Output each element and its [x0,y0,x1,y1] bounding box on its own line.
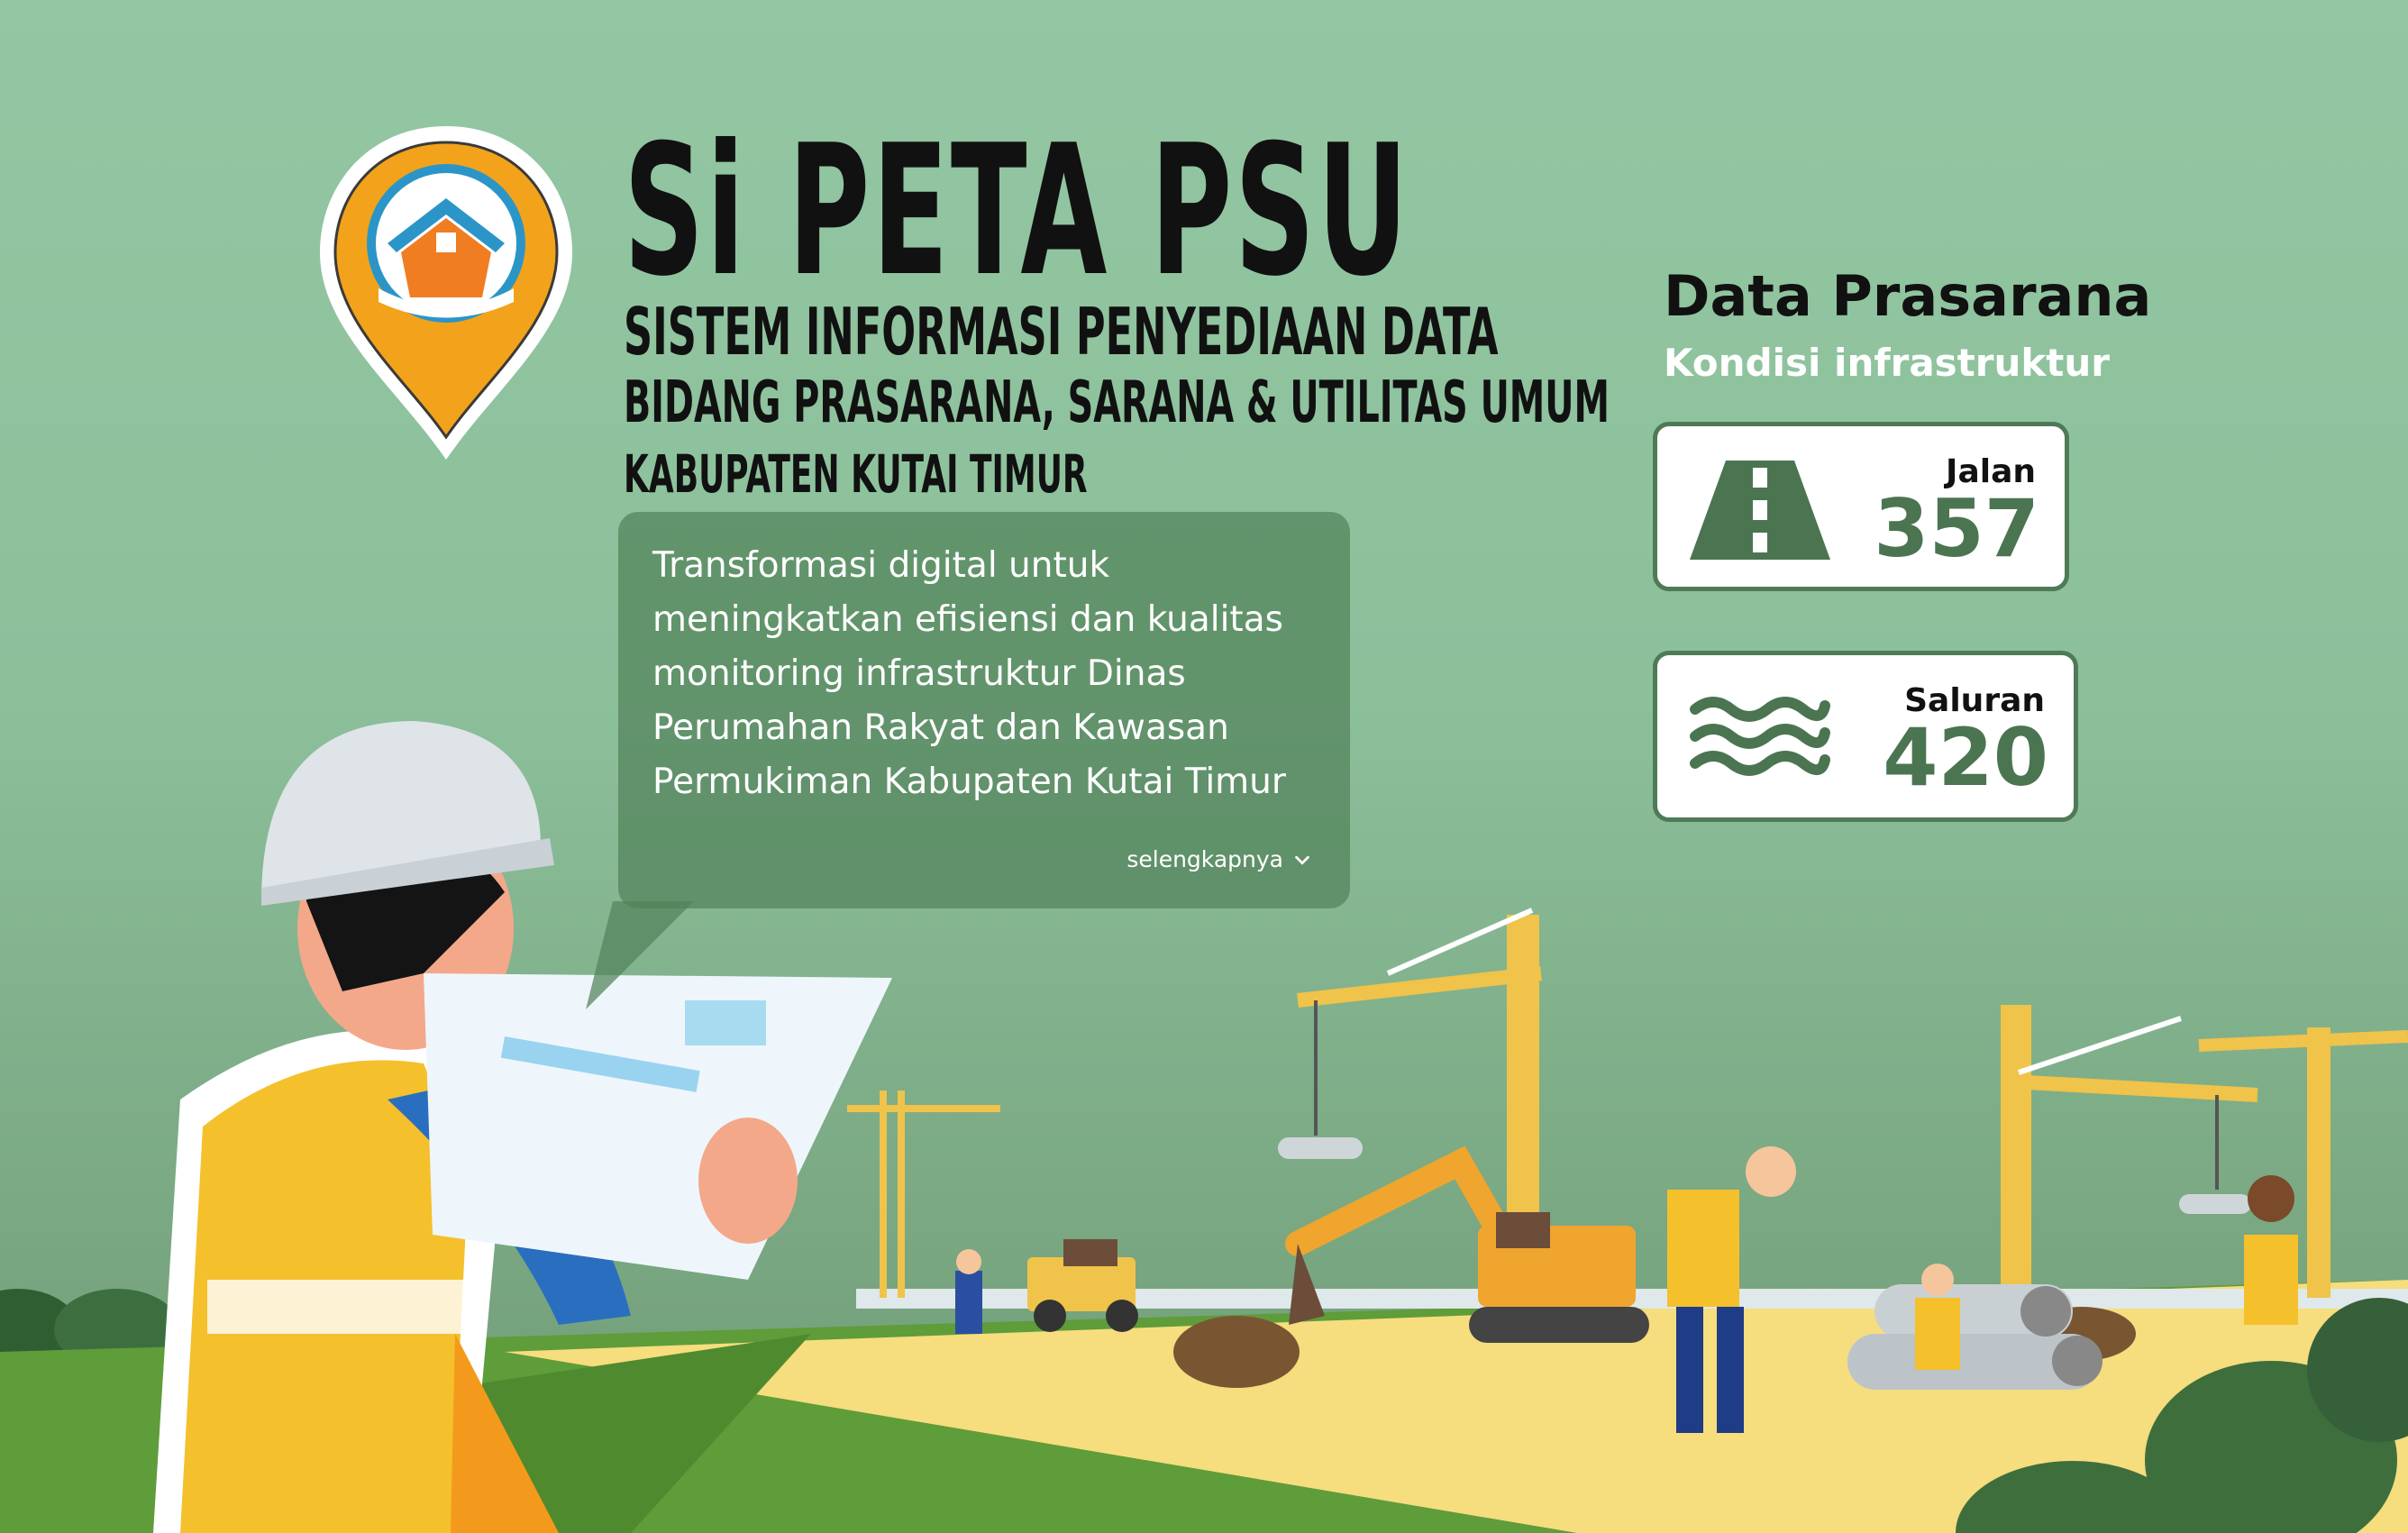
card-jalan-label: Jalan [1946,453,2036,490]
map-pin-house-icon [320,126,572,460]
dump-truck [1027,1239,1138,1332]
pipes [1847,1284,2102,1390]
app-subtitle-3: KABUPATEN KUTAI TIMUR [624,443,1088,505]
road-icon [1690,461,1830,560]
water-waves-icon [1690,697,1830,776]
card-saluran-value: 420 [1883,711,2048,804]
crane-far-right [2198,1027,2408,1298]
app-title: Si PETA PSU [624,106,1410,316]
panel-title: Data Prasarana [1664,263,2152,329]
excavator [1285,1145,1649,1343]
app-subtitle-2: BIDANG PRASARANA, SARANA & UTILITAS UMUM [624,370,1610,436]
intro-text: Transformasi digital untuk meningkatkan … [652,545,1286,802]
app-subtitle-1: SISTEM INFORMASI PENYEDIAAN DATA [624,294,1499,370]
chevron-down-icon [1295,855,1309,865]
bubble-tail [586,901,694,1009]
workers-background [955,1146,2298,1433]
bushes-right [1956,1298,2408,1533]
crane-small [847,1090,1000,1298]
engineer-figure [153,721,892,1533]
card-jalan-value: 357 [1874,482,2039,575]
intro-bubble: Transformasi digital untuk meningkatkan … [618,512,1350,908]
app-title-block: Si PETA PSU SISTEM INFORMASI PENYEDIAAN … [624,106,1610,506]
read-more-label: selengkapnya [1126,846,1283,872]
read-more-link[interactable]: selengkapnya [1126,846,1312,872]
card-saluran[interactable]: Saluran 420 [1653,651,2078,822]
panel-subtitle: Kondisi infrastruktur [1664,341,2110,385]
card-jalan[interactable]: Jalan 357 [1653,422,2069,591]
crane-right [2001,1005,2258,1293]
card-saluran-label: Saluran [1904,682,2045,719]
